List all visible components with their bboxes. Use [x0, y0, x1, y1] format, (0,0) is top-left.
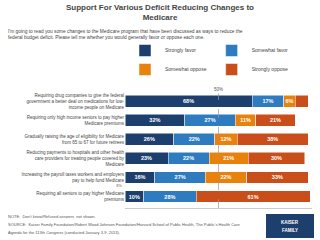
svg-text:I'm going to read you some cha: I'm going to read you some changes to th… — [8, 29, 243, 40]
svg-text:22%: 22% — [220, 174, 231, 180]
svg-text:23%: 23% — [141, 155, 152, 161]
svg-text:10%: 10% — [129, 194, 140, 200]
svg-text:Somewhat oppose: Somewhat oppose — [165, 66, 207, 72]
svg-text:27%: 27% — [205, 117, 216, 123]
svg-text:22%: 22% — [189, 136, 200, 142]
svg-text:Somewhat favor: Somewhat favor — [252, 47, 288, 53]
svg-text:17%: 17% — [262, 98, 273, 104]
svg-text:Requiring only high income sen: Requiring only high income seniors to pa… — [27, 115, 125, 126]
svg-text:68%: 68% — [183, 98, 194, 104]
svg-text:22%: 22% — [183, 155, 194, 161]
svg-text:11%: 11% — [240, 117, 251, 123]
svg-text:Reducing payments to hospitals: Reducing payments to hospitals and other… — [26, 150, 124, 167]
svg-text:Agenda for the 113th Congress: Agenda for the 113th Congress (conducted… — [8, 230, 120, 235]
svg-text:21%: 21% — [223, 155, 234, 161]
svg-text:50%: 50% — [214, 87, 223, 92]
svg-text:33%: 33% — [272, 174, 283, 180]
svg-text:26%: 26% — [144, 136, 155, 142]
svg-text:28%: 28% — [164, 194, 175, 200]
svg-text:21%: 21% — [270, 117, 281, 123]
svg-text:Requiring drug companies to gi: Requiring drug companies to give the fed… — [26, 93, 124, 110]
svg-text:Strongly favor: Strongly favor — [165, 47, 196, 53]
svg-text:Gradually raising the age of e: Gradually raising the age of eligibility… — [24, 134, 124, 145]
svg-text:KAISER: KAISER — [281, 220, 299, 225]
svg-text:SOURCE: Kaiser Family Foundat: SOURCE: Kaiser Family Foundation/Robert … — [8, 222, 241, 227]
svg-text:38%: 38% — [267, 136, 278, 142]
svg-text:NOTE: Don't know/Refused answ: NOTE: Don't know/Refused answers not sho… — [8, 214, 96, 219]
svg-text:Increasing the payroll taxes w: Increasing the payroll taxes workers and… — [21, 172, 124, 183]
svg-text:6%: 6% — [286, 98, 294, 104]
svg-text:3%: 3% — [116, 183, 122, 188]
svg-text:30%: 30% — [271, 155, 282, 161]
svg-text:Requiring all seniors to pay h: Requiring all seniors to pay higher Medi… — [36, 191, 125, 202]
svg-text:Strongly oppose: Strongly oppose — [252, 66, 288, 72]
svg-text:12%: 12% — [220, 136, 231, 142]
svg-text:61%: 61% — [248, 194, 259, 200]
svg-text:FAMILY: FAMILY — [282, 228, 298, 233]
svg-text:27%: 27% — [175, 174, 186, 180]
svg-text:32%: 32% — [149, 117, 160, 123]
svg-text:16%: 16% — [134, 174, 145, 180]
svg-text:Support For Various Deficit Re: Support For Various Deficit Reducing Cha… — [66, 3, 254, 22]
